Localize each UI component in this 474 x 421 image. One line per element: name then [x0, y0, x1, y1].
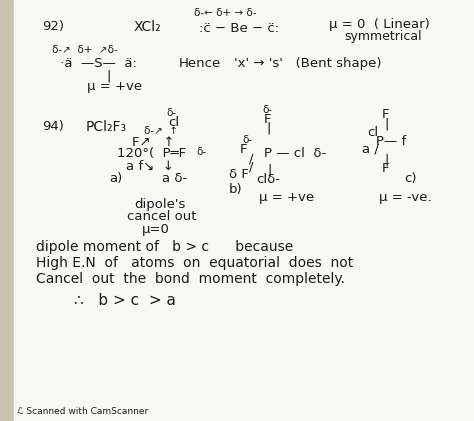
Text: μ=0: μ=0: [142, 223, 170, 236]
Text: dipole moment of   b > c      because: dipole moment of b > c because: [36, 240, 293, 254]
Text: |: |: [106, 70, 110, 83]
Text: a δ-: a δ-: [162, 172, 187, 185]
Text: 92): 92): [42, 20, 64, 33]
Text: ∴   b > c  > a: ∴ b > c > a: [74, 293, 176, 308]
Text: cl: cl: [168, 116, 179, 129]
Text: :c̈ − Be − c̈:: :c̈ − Be − c̈:: [199, 22, 279, 35]
Text: δ-↗  δ+  ↗δ-: δ-↗ δ+ ↗δ-: [52, 45, 118, 55]
Text: b): b): [229, 183, 243, 196]
Text: F↗   ↑: F↗ ↑: [132, 136, 174, 149]
Text: μ = 0  ( Linear): μ = 0 ( Linear): [329, 18, 430, 31]
Text: P— f: P— f: [376, 135, 406, 148]
Bar: [0, 0, 14, 421]
Text: F: F: [382, 162, 390, 175]
Text: P — cl  δ-: P — cl δ-: [264, 147, 326, 160]
Text: a /: a /: [362, 143, 379, 156]
Text: a): a): [109, 172, 122, 185]
Text: Hence: Hence: [179, 57, 221, 70]
Text: c): c): [404, 172, 417, 185]
Text: /: /: [249, 152, 254, 165]
Text: 120°(  P═F: 120°( P═F: [117, 147, 186, 160]
Text: cl: cl: [367, 126, 378, 139]
Text: symmetrical: symmetrical: [344, 30, 422, 43]
Text: ·ä  —S—  ä:: ·ä —S— ä:: [56, 57, 137, 70]
Text: |: |: [267, 164, 272, 177]
Text: XCl₂: XCl₂: [134, 20, 162, 34]
Text: δ-: δ-: [262, 105, 272, 115]
Text: F: F: [382, 108, 390, 121]
Text: δ-↗  ↑: δ-↗ ↑: [144, 126, 178, 136]
Text: δ-← δ+ → δ-: δ-← δ+ → δ-: [194, 8, 256, 18]
Text: 'x' → 's'   (Bent shape): 'x' → 's' (Bent shape): [234, 57, 382, 70]
Text: |: |: [266, 122, 270, 135]
Text: /: /: [249, 160, 254, 173]
Text: δ-: δ-: [242, 135, 252, 145]
Text: High E.N  of   atoms  on  equatorial  does  not: High E.N of atoms on equatorial does not: [36, 256, 353, 270]
Text: a f↘  ↓: a f↘ ↓: [126, 160, 174, 173]
Text: |: |: [384, 117, 388, 130]
Text: dipole's: dipole's: [134, 198, 185, 211]
Text: ℒ Scanned with CamScanner: ℒ Scanned with CamScanner: [17, 407, 148, 416]
Text: δ-: δ-: [196, 147, 206, 157]
Text: μ = -ve.: μ = -ve.: [379, 191, 432, 204]
Text: cancel out: cancel out: [127, 210, 197, 223]
Text: Cancel  out  the  bond  moment  completely.: Cancel out the bond moment completely.: [36, 272, 345, 286]
Text: F: F: [264, 113, 272, 126]
Text: μ = +ve: μ = +ve: [259, 191, 314, 204]
Text: μ = +ve: μ = +ve: [87, 80, 142, 93]
Text: |: |: [384, 153, 388, 166]
Text: δ F: δ F: [229, 168, 249, 181]
Text: 94): 94): [42, 120, 64, 133]
Text: F: F: [240, 143, 247, 156]
Text: δ-: δ-: [166, 108, 176, 118]
Text: clδ-: clδ-: [256, 173, 280, 186]
Text: PCl₂F₃: PCl₂F₃: [86, 120, 127, 134]
